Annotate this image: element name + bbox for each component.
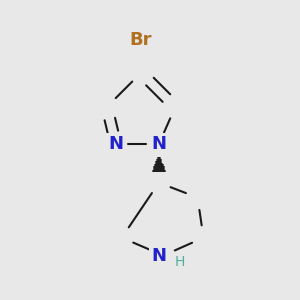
Text: H: H (175, 255, 185, 269)
Text: N: N (108, 135, 123, 153)
Text: N: N (152, 135, 166, 153)
Text: N: N (152, 247, 166, 265)
Text: Br: Br (130, 31, 152, 49)
